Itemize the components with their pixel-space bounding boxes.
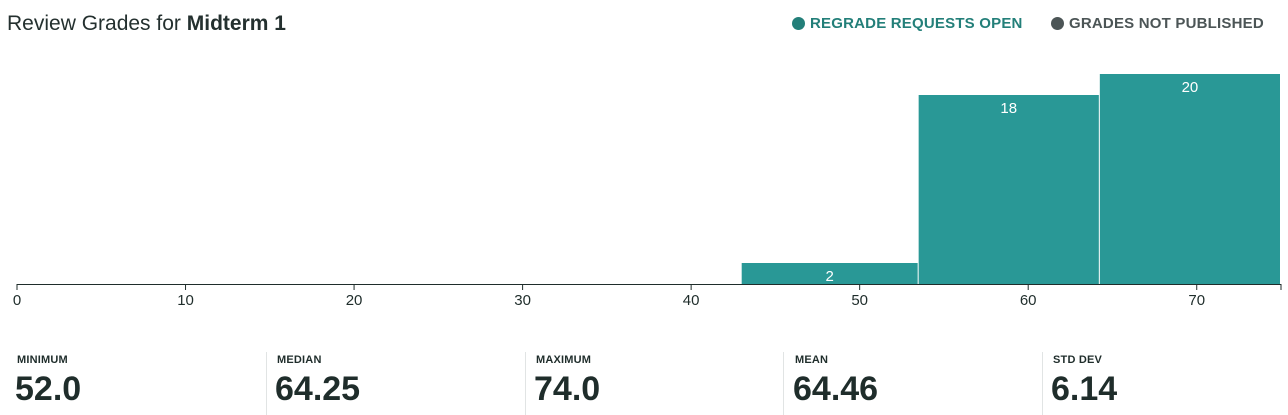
page-title-prefix: Review Grades for: [7, 12, 181, 35]
x-axis-tick-label: 70: [1188, 292, 1205, 309]
regrade-status-label: REGRADE REQUESTS OPEN: [810, 15, 1023, 32]
x-axis-tick-label: 0: [13, 292, 21, 309]
stat-median-value: 64.25: [275, 370, 361, 408]
x-axis-tick-label: 60: [1020, 292, 1037, 309]
stat-mean-label: MEAN: [795, 354, 829, 366]
stat-divider: [266, 352, 267, 415]
x-axis-tick-label: 20: [346, 292, 363, 309]
stat-minimum-value: 52.0: [15, 370, 82, 408]
histogram-bar-count: 20: [1182, 79, 1199, 96]
x-axis-tick-label: 40: [683, 292, 700, 309]
histogram-bar[interactable]: [741, 263, 918, 284]
histogram-bar[interactable]: [1099, 74, 1280, 284]
page-title: Review Grades for Midterm 1: [7, 12, 286, 36]
stat-divider: [1042, 352, 1043, 415]
stat-maximum-value: 74.0: [534, 370, 601, 408]
stat-median-label: MEDIAN: [277, 354, 322, 366]
histogram-bar-count: 2: [826, 268, 834, 285]
regrade-status-dot-icon: [792, 17, 805, 30]
regrade-status: REGRADE REQUESTS OPEN: [792, 15, 1023, 32]
publish-status-dot-icon: [1051, 17, 1064, 30]
stat-maximum-label: MAXIMUM: [536, 354, 592, 366]
stat-std-dev-value: 6.14: [1051, 370, 1118, 408]
score-histogram: 2 18 20 0 10 20 30 40 50 60 70: [13, 74, 1282, 309]
stat-divider: [783, 352, 784, 415]
x-axis-tick-label: 50: [851, 292, 868, 309]
stat-std-dev-label: STD DEV: [1053, 354, 1103, 366]
publish-status-label: GRADES NOT PUBLISHED: [1069, 15, 1264, 32]
stat-mean-value: 64.46: [793, 370, 879, 408]
stat-divider: [525, 352, 526, 415]
publish-status: GRADES NOT PUBLISHED: [1051, 15, 1264, 32]
x-axis-tick-label: 10: [177, 292, 194, 309]
histogram-bar[interactable]: [918, 95, 1099, 284]
x-axis-tick-label: 30: [514, 292, 531, 309]
summary-statistics: MINIMUM 52.0 MEDIAN 64.25 MAXIMUM 74.0 M…: [0, 348, 1288, 415]
stat-minimum-label: MINIMUM: [17, 354, 68, 366]
histogram-bar-count: 18: [1000, 100, 1017, 117]
assignment-name: Midterm 1: [186, 12, 286, 35]
